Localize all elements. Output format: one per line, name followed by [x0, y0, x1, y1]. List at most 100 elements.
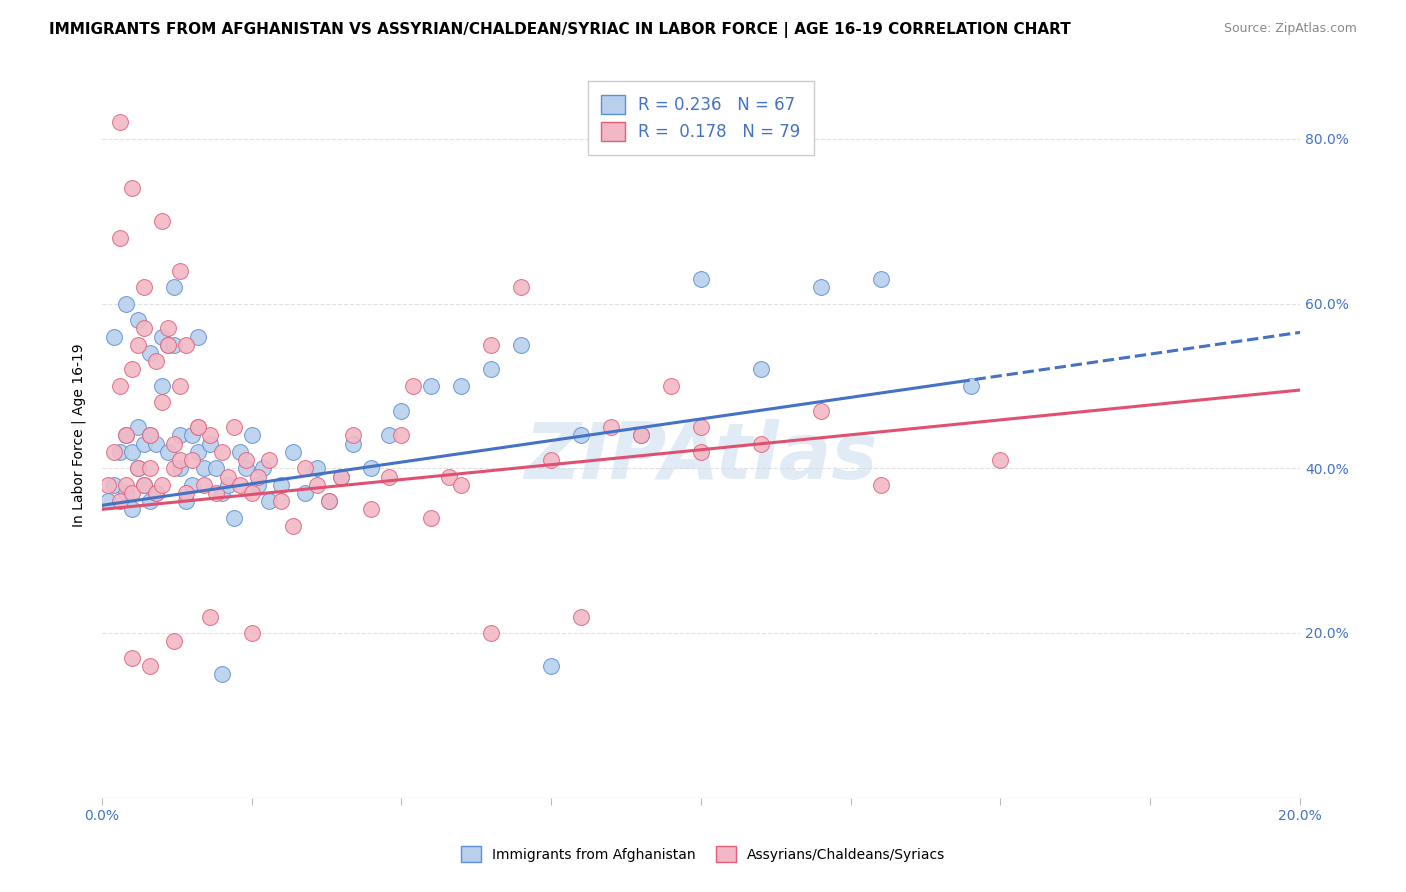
Point — [235, 453, 257, 467]
Point — [138, 659, 160, 673]
Point — [294, 486, 316, 500]
Point — [156, 321, 179, 335]
Point — [121, 650, 143, 665]
Point — [108, 379, 131, 393]
Point — [659, 379, 682, 393]
Point — [108, 444, 131, 458]
Point — [211, 667, 233, 681]
Point — [138, 428, 160, 442]
Point — [114, 296, 136, 310]
Point — [145, 436, 167, 450]
Point — [450, 379, 472, 393]
Point — [307, 461, 329, 475]
Point — [169, 263, 191, 277]
Point — [174, 494, 197, 508]
Point — [259, 494, 281, 508]
Point — [378, 428, 401, 442]
Point — [187, 420, 209, 434]
Point — [479, 362, 502, 376]
Point — [420, 379, 443, 393]
Point — [217, 477, 239, 491]
Point — [211, 486, 233, 500]
Point — [204, 461, 226, 475]
Point — [540, 659, 562, 673]
Point — [114, 486, 136, 500]
Point — [103, 329, 125, 343]
Point — [169, 461, 191, 475]
Point — [198, 436, 221, 450]
Text: Source: ZipAtlas.com: Source: ZipAtlas.com — [1223, 22, 1357, 36]
Point — [156, 444, 179, 458]
Point — [569, 428, 592, 442]
Point — [108, 494, 131, 508]
Point — [180, 453, 202, 467]
Point — [330, 469, 353, 483]
Point — [169, 379, 191, 393]
Point — [121, 502, 143, 516]
Point — [180, 428, 202, 442]
Point — [439, 469, 461, 483]
Point — [162, 461, 184, 475]
Point — [600, 420, 623, 434]
Point — [145, 486, 167, 500]
Point — [246, 477, 269, 491]
Point — [389, 403, 412, 417]
Point — [450, 477, 472, 491]
Point — [114, 428, 136, 442]
Point — [283, 444, 305, 458]
Point — [127, 461, 149, 475]
Point — [959, 379, 981, 393]
Point — [138, 428, 160, 442]
Point — [150, 395, 173, 409]
Point — [318, 494, 340, 508]
Legend: R = 0.236   N = 67, R =  0.178   N = 79: R = 0.236 N = 67, R = 0.178 N = 79 — [588, 81, 814, 155]
Point — [360, 502, 382, 516]
Point — [150, 329, 173, 343]
Point — [132, 477, 155, 491]
Point — [187, 444, 209, 458]
Point — [150, 214, 173, 228]
Point — [235, 461, 257, 475]
Point — [240, 626, 263, 640]
Point — [138, 494, 160, 508]
Point — [108, 230, 131, 244]
Point — [97, 477, 120, 491]
Point — [342, 428, 364, 442]
Point — [145, 486, 167, 500]
Point — [569, 609, 592, 624]
Point — [121, 486, 143, 500]
Point — [145, 354, 167, 368]
Point — [121, 181, 143, 195]
Point — [330, 469, 353, 483]
Point — [252, 461, 274, 475]
Point — [270, 494, 292, 508]
Point — [307, 477, 329, 491]
Text: ZIPAtlas: ZIPAtlas — [524, 419, 877, 495]
Point — [132, 321, 155, 335]
Legend: Immigrants from Afghanistan, Assyrians/Chaldeans/Syriacs: Immigrants from Afghanistan, Assyrians/C… — [454, 839, 952, 869]
Point — [103, 444, 125, 458]
Point — [259, 453, 281, 467]
Point — [127, 420, 149, 434]
Point — [810, 403, 832, 417]
Point — [127, 337, 149, 351]
Point — [222, 510, 245, 524]
Text: IMMIGRANTS FROM AFGHANISTAN VS ASSYRIAN/CHALDEAN/SYRIAC IN LABOR FORCE | AGE 16-: IMMIGRANTS FROM AFGHANISTAN VS ASSYRIAN/… — [49, 22, 1071, 38]
Point — [990, 453, 1012, 467]
Point — [630, 428, 652, 442]
Point — [132, 477, 155, 491]
Y-axis label: In Labor Force | Age 16-19: In Labor Force | Age 16-19 — [72, 343, 86, 527]
Point — [869, 272, 891, 286]
Point — [198, 609, 221, 624]
Point — [198, 428, 221, 442]
Point — [97, 494, 120, 508]
Point — [156, 337, 179, 351]
Point — [114, 428, 136, 442]
Point — [360, 461, 382, 475]
Point — [132, 436, 155, 450]
Point — [246, 469, 269, 483]
Point — [378, 469, 401, 483]
Point — [690, 420, 713, 434]
Point — [240, 486, 263, 500]
Point — [402, 379, 425, 393]
